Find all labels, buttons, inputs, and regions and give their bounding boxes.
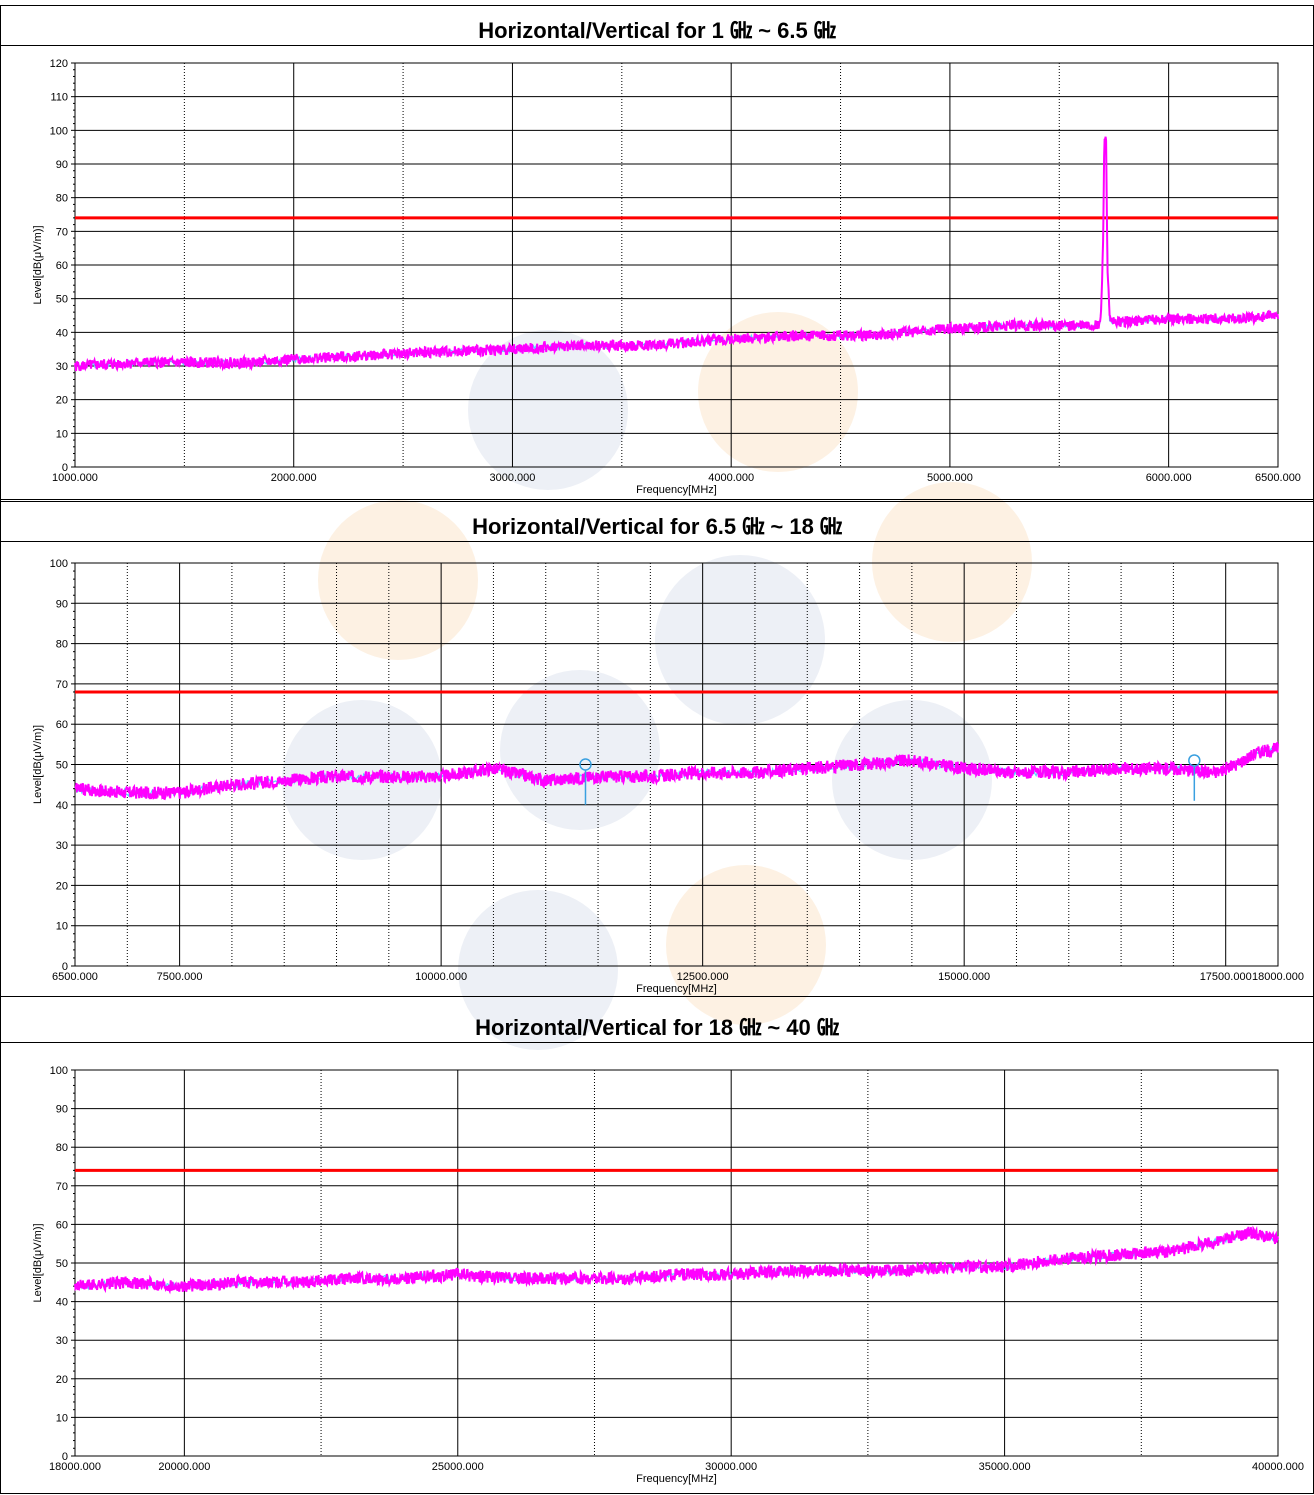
y-tick-label: 10 (56, 921, 68, 933)
marker-circle (579, 758, 592, 771)
x-tick-label: 25000.000 (432, 1461, 484, 1473)
x-tick-label: 4000.000 (708, 472, 754, 484)
y-tick-label: 30 (56, 840, 68, 852)
x-tick-label: 7500.000 (157, 971, 203, 983)
x-axis-label: Frequency[MHz] (636, 983, 717, 995)
y-tick-label: 30 (56, 1335, 68, 1347)
y-tick-label: 20 (56, 1374, 68, 1386)
y-tick-label: 90 (56, 1104, 68, 1116)
y-tick-label: 80 (56, 1142, 68, 1154)
y-tick-label: 110 (50, 92, 68, 104)
x-tick-label: 6000.000 (1146, 472, 1192, 484)
y-tick-label: 50 (56, 294, 68, 306)
x-tick-label: 6500.000 (1255, 472, 1301, 484)
y-tick-label: 90 (56, 159, 68, 171)
y-tick-label: 60 (56, 260, 68, 272)
x-tick-label: 30000.000 (705, 1461, 757, 1473)
x-tick-label: 12500.000 (677, 971, 729, 983)
x-tick-label: 6500.000 (52, 971, 98, 983)
x-tick-label: 2000.000 (271, 472, 317, 484)
y-tick-label: 30 (56, 361, 68, 373)
x-axis-label: Frequency[MHz] (636, 484, 717, 496)
peak-trace (74, 136, 1279, 373)
y-tick-label: 90 (56, 598, 68, 610)
y-tick-label: 40 (56, 327, 68, 339)
marker-circle (1188, 754, 1201, 767)
x-tick-label: 15000.000 (938, 971, 990, 983)
y-tick-label: 70 (56, 1181, 68, 1193)
y-tick-label: 40 (56, 1297, 68, 1309)
y-tick-label: 60 (56, 719, 68, 731)
x-tick-label: 40000.000 (1252, 1461, 1304, 1473)
y-tick-label: 60 (56, 1219, 68, 1231)
y-tick-label: 70 (56, 226, 68, 238)
chart-title-3: Horizontal/Vertical for 18 ㎓ ~ 40 ㎓ (1, 1009, 1313, 1043)
y-tick-label: 100 (50, 1065, 68, 1077)
y-tick-label: 0 (62, 1451, 68, 1463)
chart-plot-1: 0 10 20 30 40 50 60 70 80 90 100 110 120 1000.000 2000… (32, 58, 1301, 496)
x-tick-label: 1000.000 (52, 472, 98, 484)
x-tick-label: 35000.000 (979, 1461, 1031, 1473)
x-axis-label: Frequency[MHz] (636, 1473, 717, 1485)
x-tick-label: 20000.000 (158, 1461, 210, 1473)
chart-plot-3: 0 10 20 30 40 50 60 70 80 90 100 18000.000 20000.000… (32, 1065, 1304, 1485)
y-tick-label: 80 (56, 639, 68, 651)
y-tick-label: 20 (56, 880, 68, 892)
x-tick-label: 5000.000 (927, 472, 973, 484)
y-axis-label: Level[dB(μV/m)] (32, 725, 44, 804)
y-tick-label: 10 (56, 428, 68, 440)
y-tick-label: 50 (56, 1258, 68, 1270)
y-tick-label: 0 (62, 961, 68, 973)
y-axis-label: Level[dB(μV/m)] (32, 225, 44, 304)
x-tick-label: 10000.000 (415, 971, 467, 983)
chart-plot-2: 0 10 20 30 40 50 60 70 80 90 100 6500.000 7500.000 10… (32, 558, 1304, 995)
chart-title-1: Horizontal/Vertical for 1 ㎓ ~ 6.5 ㎓ (1, 12, 1313, 46)
average-trace (74, 137, 1279, 370)
y-tick-label: 20 (56, 395, 68, 407)
y-tick-label: 50 (56, 760, 68, 772)
x-tick-label: 18000.000 (1252, 971, 1304, 983)
x-tick-label: 18000.000 (49, 1461, 101, 1473)
y-tick-label: 70 (56, 679, 68, 691)
y-tick-label: 100 (50, 558, 68, 570)
y-tick-label: 120 (50, 58, 68, 70)
x-tick-label: 3000.000 (490, 472, 536, 484)
y-tick-label: 80 (56, 193, 68, 205)
y-tick-label: 0 (62, 462, 68, 474)
y-tick-label: 40 (56, 800, 68, 812)
x-tick-label: 17500.000 (1200, 971, 1252, 983)
y-axis-label: Level[dB(μV/m)] (32, 1223, 44, 1302)
y-tick-label: 100 (50, 125, 68, 137)
y-tick-label: 10 (56, 1412, 68, 1424)
peak-trace (74, 741, 1279, 801)
peak-trace (74, 1225, 1279, 1295)
chart-title-2: Horizontal/Vertical for 6.5 ㎓ ~ 18 ㎓ (1, 508, 1313, 542)
